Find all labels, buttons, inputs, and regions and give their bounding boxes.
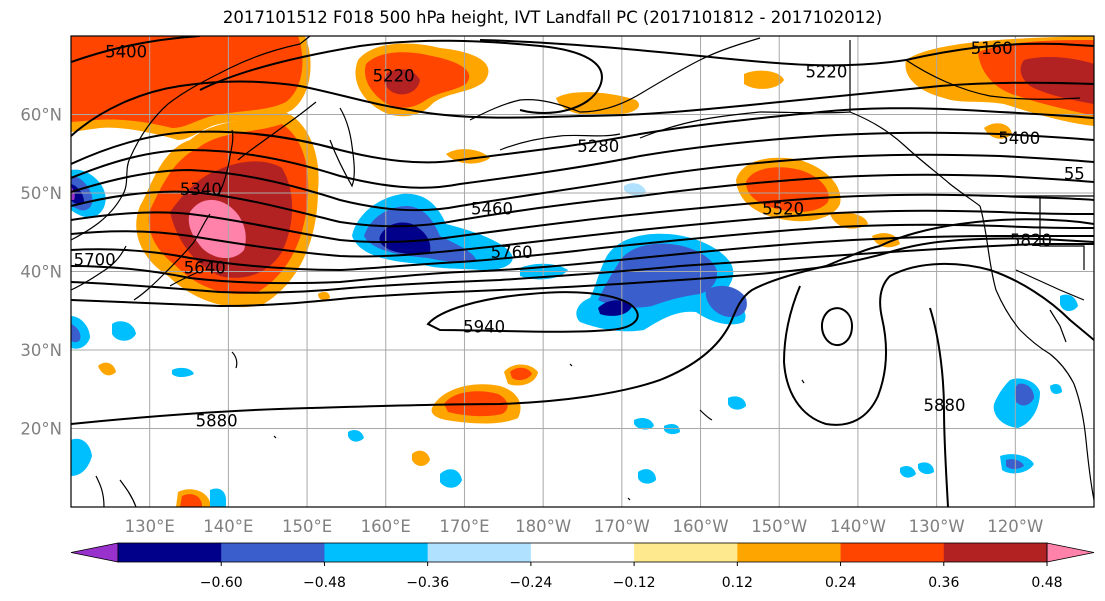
lon-tick-label: 130°E: [125, 517, 175, 536]
coastline-kamchatka: [329, 107, 355, 188]
contour-5880-east: [782, 262, 1094, 426]
lon-tick-label: 140°E: [203, 517, 253, 536]
longitude-tick-labels: 130°E 140°E 150°E 160°E 170°E 180°W 170°W 160°W…: [125, 517, 1044, 536]
contour-label: 5520: [762, 200, 804, 219]
contour-label: 5460: [471, 200, 513, 219]
lat-tick-label: 40°N: [20, 263, 62, 282]
colorbar-tick-label: 0.48: [1031, 575, 1062, 591]
colorbar: [70, 542, 1095, 563]
colorbar-tick-label: −0.36: [406, 575, 449, 591]
colorbar-segment: [530, 543, 635, 562]
contour-label: 5880: [923, 396, 965, 415]
colorbar-tick-label: 0.24: [825, 575, 856, 591]
contour-label: 5160: [971, 39, 1013, 58]
lon-tick-label: 170°E: [439, 517, 489, 536]
lon-tick-label: 140°W: [830, 517, 886, 536]
contour-label: 5760: [491, 243, 533, 262]
colorbar-tick-label: 0.12: [722, 575, 753, 591]
colorbar-segment: [324, 543, 429, 562]
contour-label: 5880: [196, 412, 238, 431]
contour-label: 5940: [463, 317, 505, 336]
colorbar-segment: [118, 543, 222, 562]
contour-label: 55: [1064, 164, 1085, 183]
latitude-tick-labels: 20°N 30°N 40°N 50°N 60°N: [20, 106, 62, 439]
colorbar-segment: [943, 543, 1048, 562]
colorbar-tick-labels: −0.60 −0.48 −0.36 −0.24 −0.12 0.12 0.24 0.36 0.4…: [200, 562, 1063, 591]
contour-label: 5700: [74, 251, 116, 270]
lon-tick-label: 160°W: [673, 517, 729, 536]
coastline-sakhalin: [217, 129, 234, 197]
colorbar-tick-label: 0.36: [928, 575, 959, 591]
contour-label: 5400: [998, 129, 1040, 148]
contour-5220: [199, 39, 603, 114]
lon-tick-label: 120°W: [987, 517, 1043, 536]
colorbar-segment: [427, 543, 532, 562]
coastline-east-asia: [71, 36, 311, 241]
colorbar-tick-label: −0.12: [613, 575, 656, 591]
colorbar-segment: [840, 543, 945, 562]
contour-label: 5220: [373, 66, 415, 85]
contour-5400-nw: [71, 36, 201, 63]
contour-label: 5340: [180, 180, 222, 199]
lon-tick-label: 160°E: [361, 517, 411, 536]
coastline-us-west: [979, 205, 1094, 501]
lon-tick-label: 130°W: [909, 517, 965, 536]
lon-tick-label: 180°W: [515, 517, 571, 536]
contour-label: 5220: [805, 62, 847, 81]
colorbar-tick-label: −0.60: [200, 575, 243, 591]
contour-labels: 5400 5220 5220 5160 5280 5400 55 5340 5460 5520 56…: [74, 39, 1085, 431]
contour-label: 5280: [577, 137, 619, 156]
lon-tick-label: 150°W: [751, 517, 807, 536]
colorbar-tick-label: −0.24: [509, 575, 552, 591]
contour-5880-south: [71, 245, 881, 425]
contour-5940: [426, 291, 639, 333]
height-contours: [71, 36, 1094, 507]
colorbar-segment: [221, 543, 325, 562]
lat-tick-label: 50°N: [20, 184, 62, 203]
lat-tick-label: 30°N: [20, 341, 62, 360]
lon-tick-label: 150°E: [282, 517, 332, 536]
map-frame: [70, 35, 1095, 508]
colorbar-outline: [117, 542, 1048, 563]
colorbar-extend-high: [1046, 542, 1095, 563]
colorbar-segment: [634, 543, 738, 562]
map-title: 2017101512 F018 500 hPa height, IVT Land…: [222, 8, 883, 27]
lat-tick-label: 60°N: [20, 106, 62, 125]
lat-tick-label: 20°N: [20, 420, 62, 439]
colorbar-extend-low: [70, 542, 119, 563]
contour-label: 5400: [105, 43, 147, 62]
contour-5280: [71, 107, 1094, 165]
colorbar-tick-label: −0.48: [303, 575, 346, 591]
contour-label: 5640: [184, 259, 226, 278]
lon-tick-label: 170°W: [594, 517, 650, 536]
colorbar-segment: [737, 543, 842, 562]
graticule: [71, 36, 1094, 507]
contour-label: 5820: [1010, 231, 1052, 250]
